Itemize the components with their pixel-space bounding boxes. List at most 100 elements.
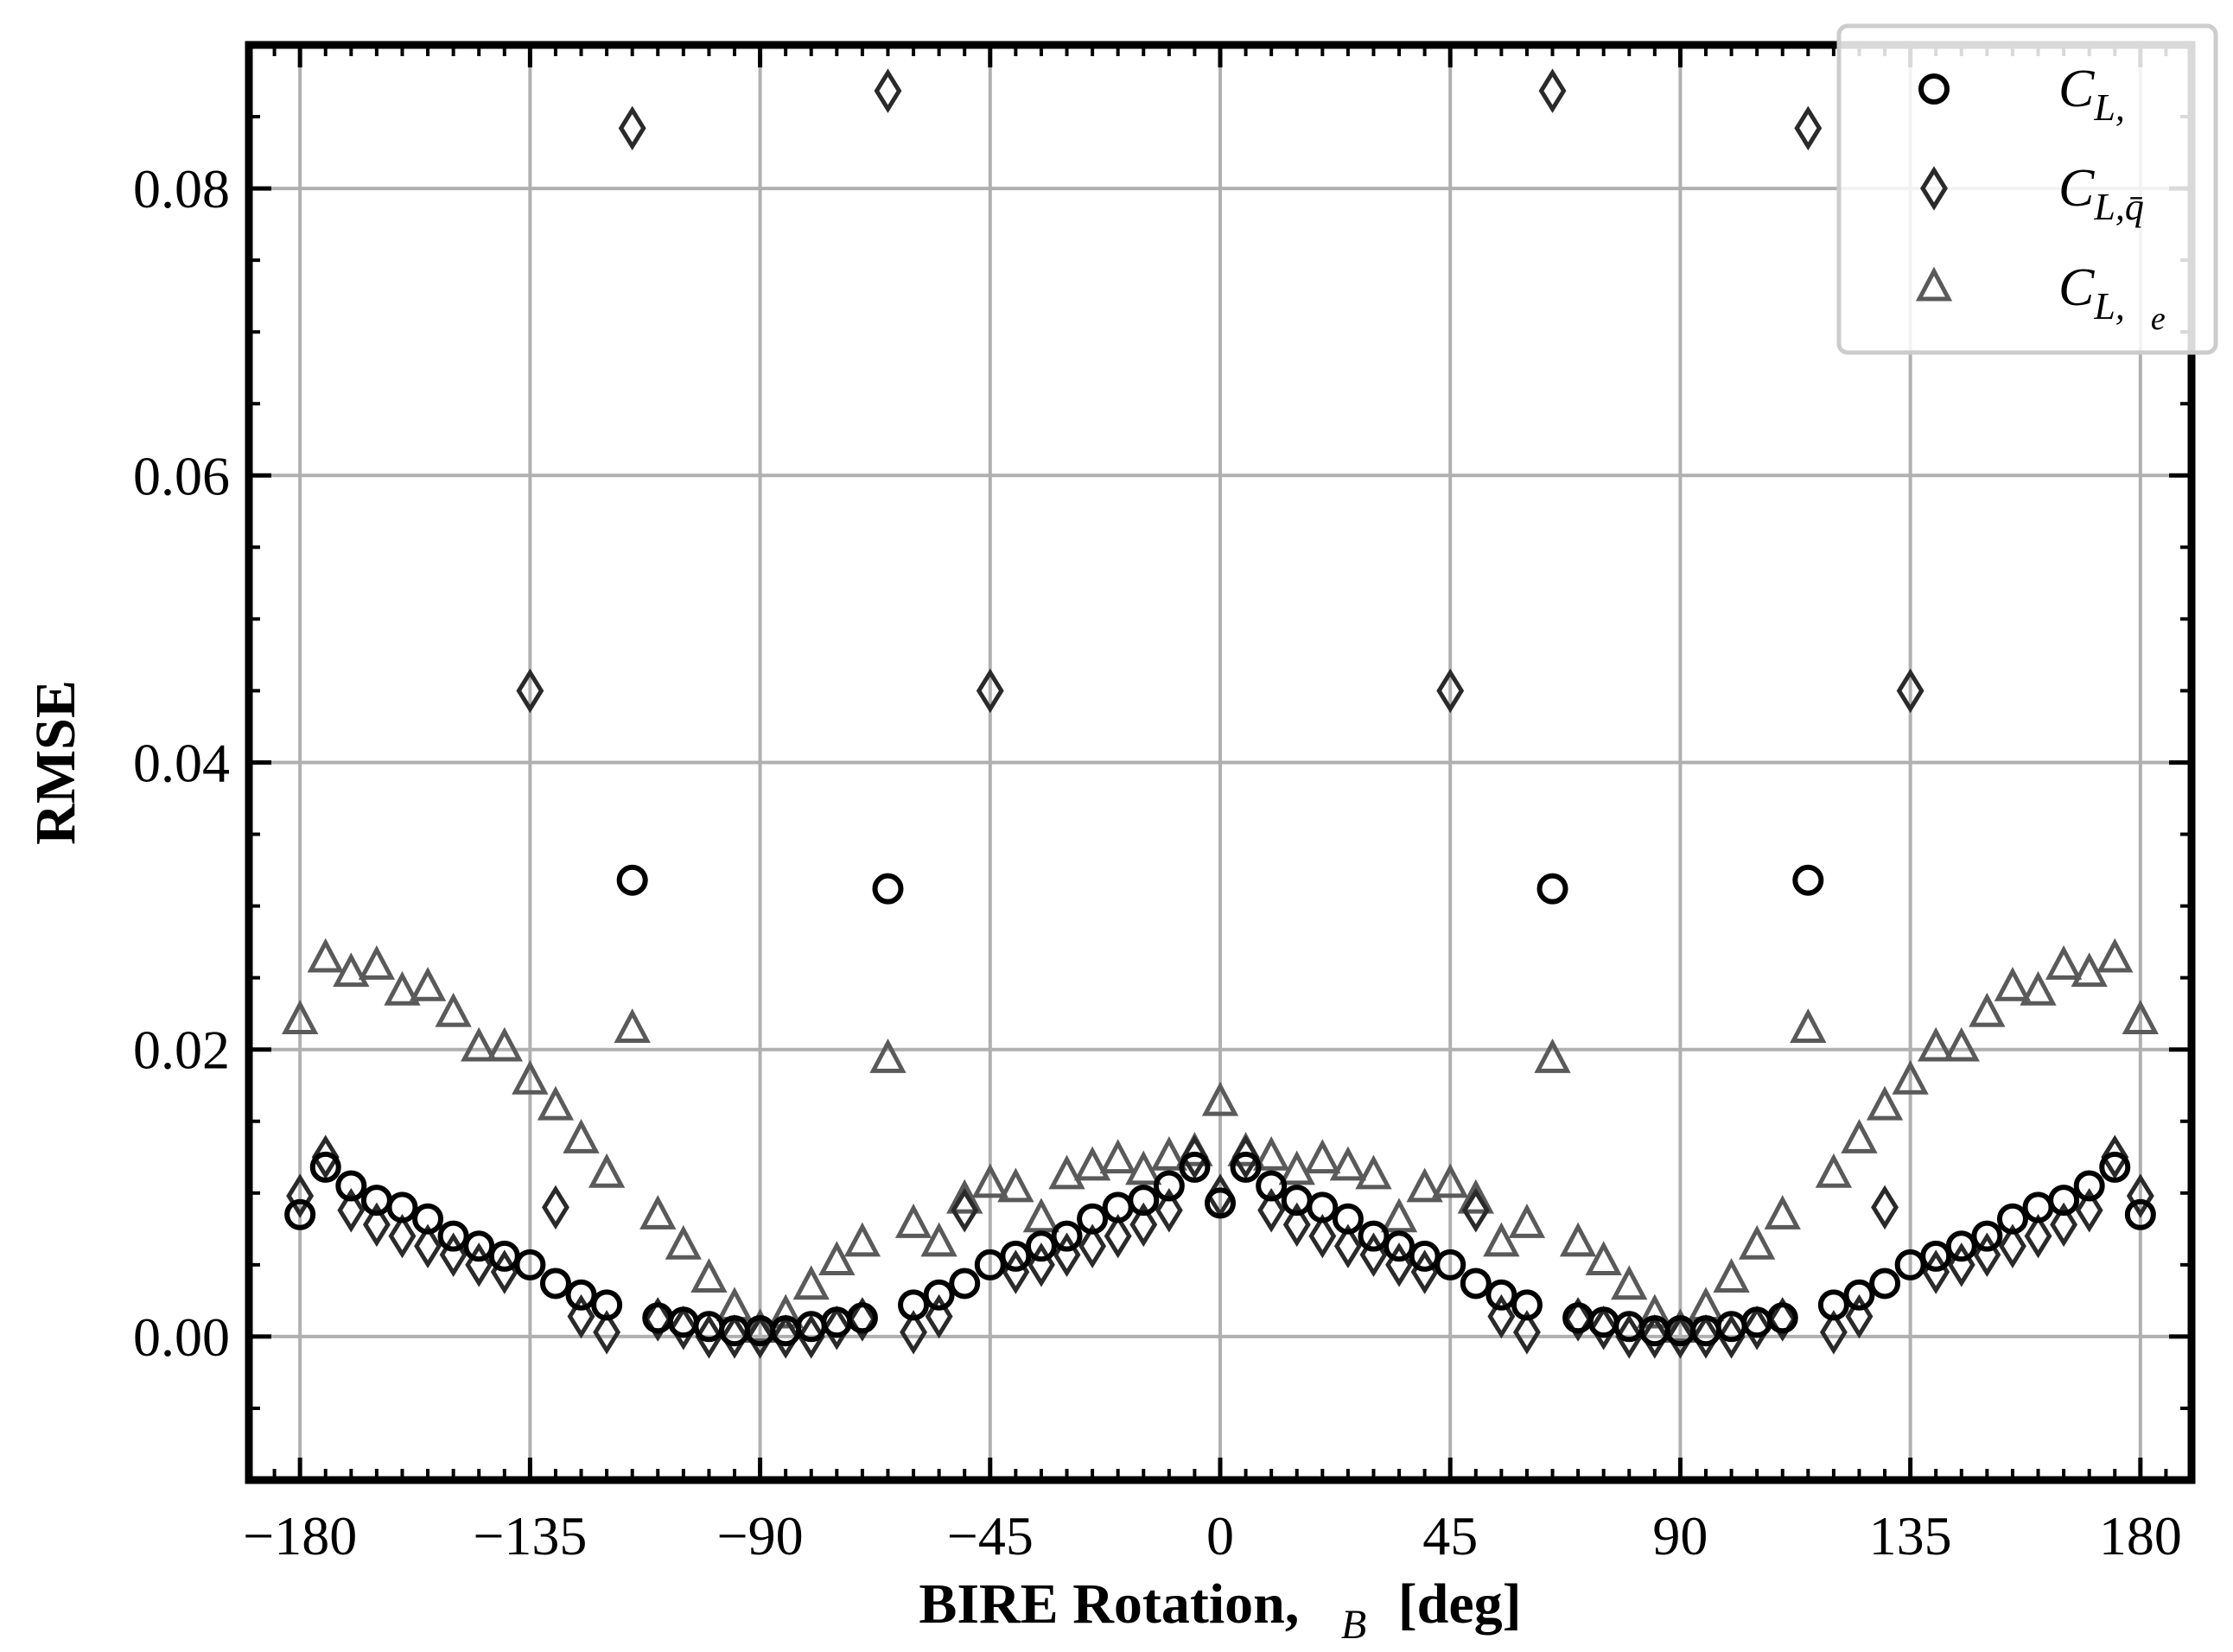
legend: CL, CL,q̄ CL, e bbox=[1836, 23, 2218, 355]
triangle-point bbox=[920, 1222, 957, 1257]
y-axis-title: RMSE bbox=[24, 680, 87, 845]
triangle-point bbox=[614, 1008, 651, 1043]
triangle-point bbox=[307, 937, 344, 973]
triangle-point bbox=[2071, 952, 2108, 988]
circle-point bbox=[2048, 1185, 2080, 1217]
triangle-point bbox=[537, 1085, 575, 1121]
triangle-point bbox=[1636, 1293, 1674, 1329]
circle-point bbox=[1384, 1230, 1416, 1262]
diamond-point bbox=[2126, 1173, 2154, 1218]
triangle-point bbox=[1943, 1026, 1980, 1062]
diamond-point bbox=[746, 1314, 774, 1359]
triangle-point bbox=[1099, 1139, 1136, 1174]
diamond-point bbox=[1973, 1232, 2001, 1277]
triangle-point bbox=[1073, 1146, 1111, 1181]
circle-point bbox=[1025, 1230, 1057, 1262]
x-tick-label: 180 bbox=[2099, 1505, 2182, 1566]
x-tick-label: 0 bbox=[1206, 1505, 1234, 1566]
diamond-point bbox=[823, 1306, 851, 1350]
plot-frame bbox=[245, 41, 2196, 1484]
diamond-point bbox=[1257, 1187, 1286, 1233]
circle-point bbox=[1205, 1187, 1236, 1219]
circle-point bbox=[949, 1268, 981, 1299]
x-tick-label: 90 bbox=[1652, 1505, 1708, 1566]
triangle-point bbox=[1994, 966, 2032, 1001]
diamond-point bbox=[1743, 1306, 1772, 1350]
diamond-point bbox=[1871, 1185, 1899, 1230]
diamond-point bbox=[1615, 1314, 1644, 1359]
diamond-point bbox=[1002, 1249, 1030, 1294]
circle-point bbox=[1971, 1220, 2003, 1252]
triangle-point bbox=[461, 1026, 498, 1062]
y-tick-label: 0.02 bbox=[133, 1020, 230, 1081]
diamond-point bbox=[721, 1314, 748, 1359]
diamond-point bbox=[644, 1297, 672, 1342]
triangle-point bbox=[767, 1293, 805, 1329]
series-triangle bbox=[281, 937, 2160, 1344]
diamond-point bbox=[311, 1134, 340, 1180]
triangle-point bbox=[2122, 1000, 2160, 1034]
series-circle bbox=[284, 864, 2156, 1347]
diamond-point bbox=[925, 1293, 953, 1339]
triangle-point bbox=[1508, 1204, 1546, 1238]
triangle-point bbox=[1355, 1154, 1392, 1190]
diamond-point bbox=[900, 1310, 927, 1355]
circle-point bbox=[386, 1191, 418, 1223]
diamond-point bbox=[1308, 1213, 1337, 1259]
circle-point bbox=[1256, 1170, 1288, 1202]
circle-point bbox=[1077, 1203, 1109, 1235]
circle-point bbox=[1435, 1249, 1466, 1280]
triangle-point bbox=[1406, 1167, 1443, 1203]
triangle-point bbox=[409, 966, 447, 1001]
circle-point bbox=[1766, 1302, 1798, 1334]
triangle-point bbox=[1611, 1265, 1648, 1300]
triangle-point bbox=[639, 1195, 677, 1229]
diamond-point bbox=[1487, 1293, 1516, 1339]
triangle-point bbox=[563, 1119, 600, 1153]
triangle-point bbox=[665, 1224, 703, 1260]
circle-point bbox=[284, 1198, 316, 1230]
diamond-point bbox=[1104, 1213, 1132, 1259]
data-markers bbox=[281, 68, 2160, 1359]
triangle-point bbox=[818, 1241, 856, 1276]
diamond-point bbox=[1717, 1314, 1746, 1359]
circle-point bbox=[1000, 1240, 1032, 1272]
triangle-point bbox=[1969, 992, 2006, 1027]
circle-point bbox=[1230, 1151, 1262, 1183]
triangle-point bbox=[1252, 1135, 1290, 1171]
diamond-point bbox=[414, 1223, 442, 1269]
triangle-point bbox=[1764, 1195, 1801, 1229]
diamond-point bbox=[593, 1310, 621, 1355]
triangle-point bbox=[1713, 1258, 1750, 1293]
diamond-point bbox=[1794, 105, 1823, 151]
circle-point bbox=[846, 1302, 878, 1334]
diamond-point bbox=[797, 1314, 825, 1359]
diamond-point bbox=[1078, 1223, 1107, 1269]
circle-point bbox=[2099, 1151, 2131, 1183]
diamond-point bbox=[465, 1242, 493, 1287]
x-tick-label: −90 bbox=[717, 1505, 804, 1566]
circle-point bbox=[2073, 1170, 2105, 1202]
triangle-point bbox=[1738, 1224, 1776, 1260]
triangle-point bbox=[435, 992, 472, 1027]
legend-label: CL,q̄ bbox=[2058, 159, 2144, 228]
triangle-point bbox=[512, 1059, 549, 1095]
diamond-point bbox=[2050, 1202, 2078, 1248]
circle-point bbox=[1332, 1203, 1364, 1235]
x-axis-title: BIRE Rotation, B [deg] bbox=[919, 1573, 1521, 1651]
diamond-point bbox=[1640, 1314, 1669, 1359]
circle-point bbox=[1843, 1279, 1875, 1311]
triangle-point bbox=[2045, 945, 2083, 980]
legend-label: CL, e bbox=[2058, 258, 2166, 337]
circle-point bbox=[514, 1249, 546, 1280]
diamond-point bbox=[1589, 1306, 1618, 1350]
triangle-point bbox=[690, 1258, 728, 1293]
circle-point bbox=[2124, 1198, 2156, 1230]
triangle-point bbox=[1534, 1038, 1571, 1073]
circle-point bbox=[923, 1279, 955, 1311]
triangle-point bbox=[971, 1163, 1008, 1198]
x-tick-label: −135 bbox=[473, 1505, 587, 1566]
triangle-point bbox=[1380, 1198, 1418, 1233]
diamond-point bbox=[1436, 668, 1465, 714]
